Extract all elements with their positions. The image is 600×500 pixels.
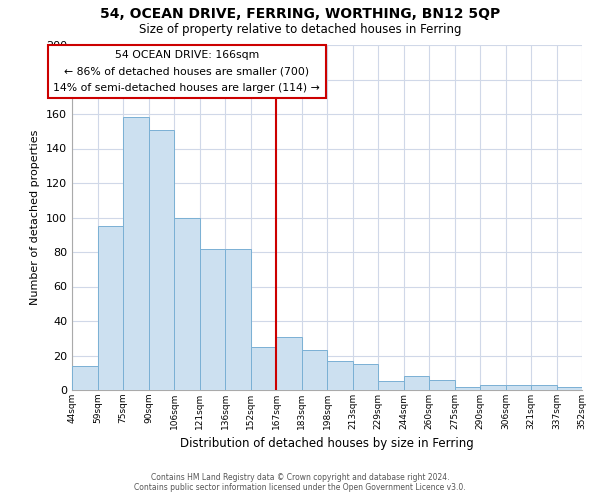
- Text: Size of property relative to detached houses in Ferring: Size of property relative to detached ho…: [139, 22, 461, 36]
- Bar: [404, 376, 429, 390]
- Bar: [480, 385, 505, 390]
- Bar: [72, 366, 97, 390]
- Bar: [97, 226, 123, 390]
- Bar: [455, 386, 480, 390]
- Bar: [429, 380, 455, 390]
- Text: 54, OCEAN DRIVE, FERRING, WORTHING, BN12 5QP: 54, OCEAN DRIVE, FERRING, WORTHING, BN12…: [100, 8, 500, 22]
- Text: 54 OCEAN DRIVE: 166sqm
← 86% of detached houses are smaller (700)
14% of semi-de: 54 OCEAN DRIVE: 166sqm ← 86% of detached…: [53, 50, 320, 93]
- Text: Contains HM Land Registry data © Crown copyright and database right 2024.
Contai: Contains HM Land Registry data © Crown c…: [134, 473, 466, 492]
- Bar: [378, 382, 404, 390]
- Bar: [327, 360, 353, 390]
- Bar: [353, 364, 378, 390]
- X-axis label: Distribution of detached houses by size in Ferring: Distribution of detached houses by size …: [180, 438, 474, 450]
- Bar: [174, 218, 199, 390]
- Bar: [302, 350, 327, 390]
- Bar: [531, 385, 557, 390]
- Bar: [276, 336, 302, 390]
- Bar: [251, 347, 276, 390]
- Bar: [199, 248, 225, 390]
- Bar: [225, 248, 251, 390]
- Y-axis label: Number of detached properties: Number of detached properties: [31, 130, 40, 305]
- Bar: [557, 386, 582, 390]
- Bar: [123, 118, 149, 390]
- Bar: [149, 130, 174, 390]
- Bar: [505, 385, 531, 390]
